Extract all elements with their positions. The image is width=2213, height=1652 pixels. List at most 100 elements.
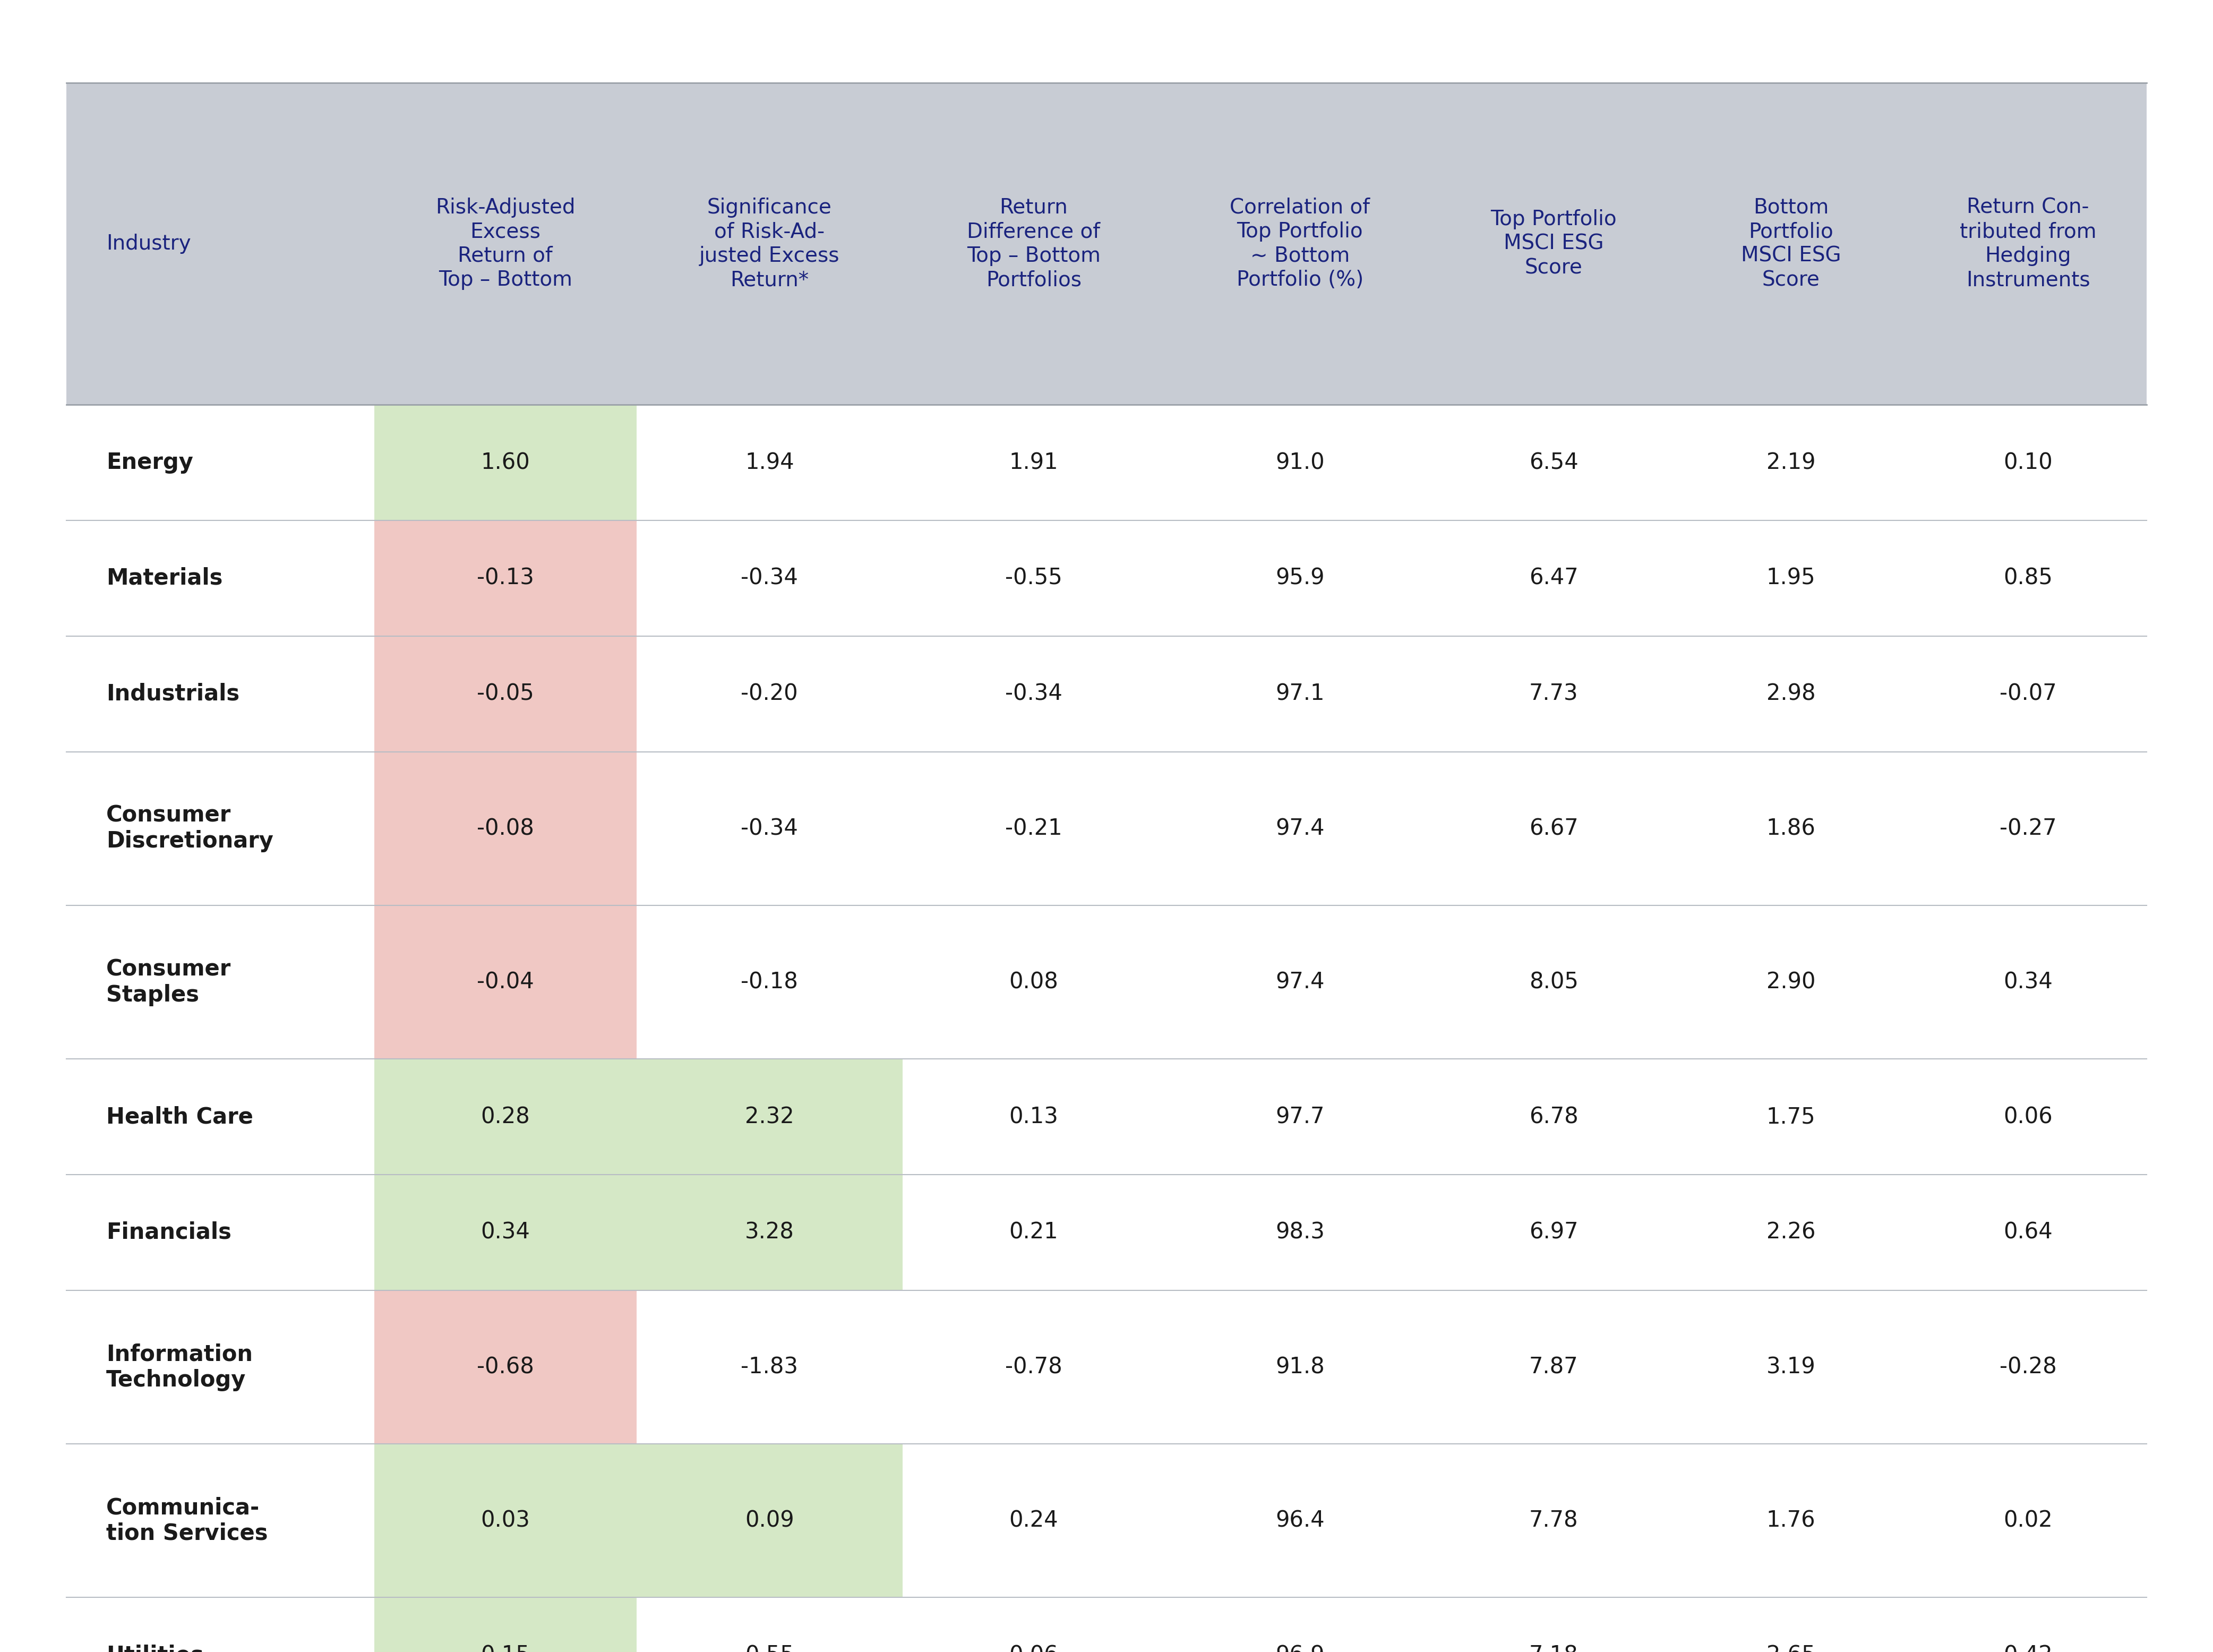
Text: 1.60: 1.60 xyxy=(480,451,529,474)
Bar xyxy=(374,636,637,752)
Bar xyxy=(66,1444,2147,1597)
Text: 0.34: 0.34 xyxy=(2003,971,2054,993)
Text: 1.95: 1.95 xyxy=(1766,567,1815,590)
Bar xyxy=(374,405,637,520)
Text: -0.20: -0.20 xyxy=(741,682,799,705)
Text: -0.27: -0.27 xyxy=(2001,818,2056,839)
Text: -0.13: -0.13 xyxy=(476,567,533,590)
Text: Utilities: Utilities xyxy=(106,1644,204,1652)
Bar xyxy=(374,1059,637,1175)
Text: 1.86: 1.86 xyxy=(1766,818,1815,839)
Text: 8.05: 8.05 xyxy=(1529,971,1578,993)
Text: -0.78: -0.78 xyxy=(1005,1356,1062,1378)
Text: Materials: Materials xyxy=(106,567,224,590)
Text: Information
Technology: Information Technology xyxy=(106,1343,252,1391)
Text: 2.65: 2.65 xyxy=(1766,1644,1815,1652)
Text: 0.06: 0.06 xyxy=(2003,1105,2054,1128)
Text: Industrials: Industrials xyxy=(106,682,239,705)
Text: Significance
of Risk-Ad-
justed Excess
Return*: Significance of Risk-Ad- justed Excess R… xyxy=(699,197,839,291)
Text: Bottom
Portfolio
MSCI ESG
Score: Bottom Portfolio MSCI ESG Score xyxy=(1742,197,1841,291)
Text: 6.67: 6.67 xyxy=(1529,818,1578,839)
Text: Financials: Financials xyxy=(106,1221,232,1244)
Text: Consumer
Staples: Consumer Staples xyxy=(106,958,230,1006)
Text: 2.98: 2.98 xyxy=(1766,682,1815,705)
Text: 6.54: 6.54 xyxy=(1529,451,1578,474)
Bar xyxy=(66,405,2147,520)
Bar xyxy=(66,1175,2147,1290)
Text: 95.9: 95.9 xyxy=(1275,567,1326,590)
Text: 0.24: 0.24 xyxy=(1009,1510,1058,1531)
Text: 7.73: 7.73 xyxy=(1529,682,1578,705)
Text: 96.9: 96.9 xyxy=(1275,1644,1326,1652)
Text: 1.75: 1.75 xyxy=(1766,1105,1815,1128)
Text: 0.15: 0.15 xyxy=(480,1644,529,1652)
Text: -0.34: -0.34 xyxy=(741,818,799,839)
Bar xyxy=(374,1175,637,1290)
Text: 0.28: 0.28 xyxy=(480,1105,529,1128)
Bar xyxy=(374,520,637,636)
Text: 97.7: 97.7 xyxy=(1275,1105,1326,1128)
Text: -0.34: -0.34 xyxy=(1005,682,1062,705)
Bar xyxy=(374,1597,637,1652)
Bar xyxy=(374,905,637,1059)
Text: 0.34: 0.34 xyxy=(480,1221,529,1244)
Text: 7.87: 7.87 xyxy=(1529,1356,1578,1378)
Text: Health Care: Health Care xyxy=(106,1105,252,1128)
Text: -1.83: -1.83 xyxy=(741,1356,799,1378)
Bar xyxy=(66,752,2147,905)
Bar xyxy=(66,1597,2147,1652)
Text: 1.76: 1.76 xyxy=(1766,1510,1815,1531)
Text: Energy: Energy xyxy=(106,451,193,474)
Text: Risk-Adjusted
Excess
Return of
Top – Bottom: Risk-Adjusted Excess Return of Top – Bot… xyxy=(436,197,575,291)
Text: 0.42: 0.42 xyxy=(2003,1644,2054,1652)
Text: -0.04: -0.04 xyxy=(476,971,533,993)
Bar xyxy=(637,1059,903,1175)
Text: 0.03: 0.03 xyxy=(480,1510,529,1531)
Text: Industry: Industry xyxy=(106,233,190,254)
Text: -0.28: -0.28 xyxy=(1998,1356,2056,1378)
Text: -0.07: -0.07 xyxy=(2001,682,2056,705)
Text: Return
Difference of
Top – Bottom
Portfolios: Return Difference of Top – Bottom Portfo… xyxy=(967,197,1100,291)
Bar xyxy=(637,1444,903,1597)
Bar xyxy=(66,1290,2147,1444)
Text: 1.94: 1.94 xyxy=(746,451,794,474)
Text: 0.13: 0.13 xyxy=(1009,1105,1058,1128)
Text: Return Con-
tributed from
Hedging
Instruments: Return Con- tributed from Hedging Instru… xyxy=(1961,197,2096,291)
Text: -0.05: -0.05 xyxy=(476,682,533,705)
Bar xyxy=(66,905,2147,1059)
Text: 0.21: 0.21 xyxy=(1009,1221,1058,1244)
Text: -0.18: -0.18 xyxy=(741,971,799,993)
Text: 91.0: 91.0 xyxy=(1275,451,1326,474)
Text: 3.28: 3.28 xyxy=(746,1221,794,1244)
Text: -0.34: -0.34 xyxy=(741,567,799,590)
Bar xyxy=(374,1290,637,1444)
Text: 1.91: 1.91 xyxy=(1009,451,1058,474)
Text: 0.09: 0.09 xyxy=(746,1510,794,1531)
Bar xyxy=(66,520,2147,636)
Text: 0.08: 0.08 xyxy=(1009,971,1058,993)
Text: 3.19: 3.19 xyxy=(1766,1356,1815,1378)
Text: 2.90: 2.90 xyxy=(1766,971,1815,993)
Bar xyxy=(66,1059,2147,1175)
Text: 0.64: 0.64 xyxy=(2003,1221,2054,1244)
Text: Consumer
Discretionary: Consumer Discretionary xyxy=(106,805,274,852)
Text: 2.19: 2.19 xyxy=(1766,451,1815,474)
Text: Top Portfolio
MSCI ESG
Score: Top Portfolio MSCI ESG Score xyxy=(1492,210,1618,278)
Text: 97.4: 97.4 xyxy=(1275,971,1326,993)
Text: 0.06: 0.06 xyxy=(1009,1644,1058,1652)
Text: -0.08: -0.08 xyxy=(476,818,533,839)
Text: Correlation of
Top Portfolio
∼ Bottom
Portfolio (%): Correlation of Top Portfolio ∼ Bottom Po… xyxy=(1230,197,1370,291)
Bar xyxy=(374,1444,637,1597)
Text: 6.47: 6.47 xyxy=(1529,567,1578,590)
Text: 98.3: 98.3 xyxy=(1275,1221,1326,1244)
Text: 2.26: 2.26 xyxy=(1766,1221,1815,1244)
Text: 97.4: 97.4 xyxy=(1275,818,1326,839)
Text: Communica-
tion Services: Communica- tion Services xyxy=(106,1497,268,1545)
Text: 97.1: 97.1 xyxy=(1275,682,1326,705)
Bar xyxy=(66,636,2147,752)
Text: 6.78: 6.78 xyxy=(1529,1105,1578,1128)
Text: 91.8: 91.8 xyxy=(1275,1356,1326,1378)
Text: -0.68: -0.68 xyxy=(476,1356,533,1378)
Text: 0.55: 0.55 xyxy=(746,1644,794,1652)
Text: 7.18: 7.18 xyxy=(1529,1644,1578,1652)
